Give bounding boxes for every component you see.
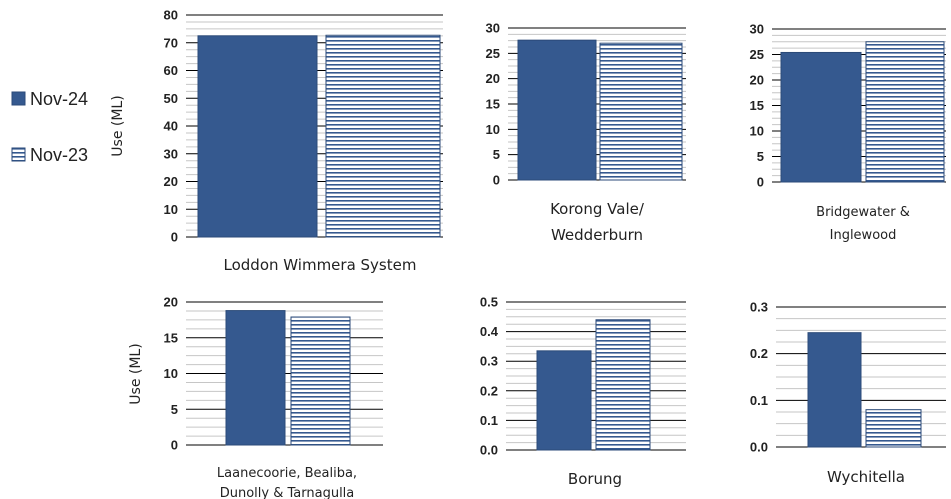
category-label: Bridgewater &	[816, 205, 910, 220]
y-tick-label: 80	[164, 8, 178, 23]
category-label: Korong Vale/	[550, 200, 645, 218]
category-label: Wedderburn	[551, 226, 643, 244]
y-tick-label: 0.1	[750, 393, 768, 408]
legend-item: Nov-23	[11, 145, 88, 165]
y-tick-label: 0.2	[750, 346, 768, 361]
y-tick-label: 10	[164, 202, 178, 217]
bar-nov-23	[865, 41, 945, 183]
legend-label: Nov-24	[30, 89, 88, 109]
y-tick-label: 20	[750, 73, 764, 88]
bar-nov-24	[197, 35, 318, 238]
bar-nov-23	[865, 409, 922, 448]
y-tick-label: 0	[493, 173, 500, 188]
chart-panel-4: 0 5 10 15 20 Laanecoorie, Bealiba, Dunolly & T…	[128, 295, 383, 499]
category-label: Laanecoorie, Bealiba,	[217, 466, 357, 481]
y-tick-label: 10	[486, 122, 500, 137]
y-tick-label: 50	[164, 91, 178, 106]
y-axis-label: Use (ML)	[110, 95, 126, 156]
y-tick-label: 0.5	[480, 295, 498, 310]
y-tick-label: 5	[757, 149, 764, 164]
chart-panel-3: 0 5 10 15 20 25 30 Bridgewater & Inglewood	[750, 22, 946, 243]
y-tick-label: 30	[750, 22, 764, 37]
y-tick-label: 60	[164, 63, 178, 78]
legend-swatch-solid	[11, 91, 26, 106]
y-tick-label: 30	[486, 21, 500, 36]
y-tick-label: 10	[164, 366, 178, 381]
y-tick-label: 0.3	[480, 354, 498, 369]
legend-swatch-striped	[11, 147, 26, 162]
category-label: Inglewood	[830, 228, 897, 243]
y-tick-label: 25	[486, 46, 500, 61]
category-label: Wychitella	[827, 468, 905, 486]
category-label: Loddon Wimmera System	[224, 256, 417, 274]
y-tick-label: 40	[164, 119, 178, 134]
bar-nov-23	[290, 316, 351, 446]
legend: Nov-24 Nov-23	[11, 89, 88, 165]
y-tick-label: 0.0	[750, 440, 768, 455]
bar-nov-23	[595, 319, 651, 451]
legend-item: Nov-24	[11, 89, 88, 109]
bar-nov-23	[599, 42, 683, 181]
chart-panel-1: 0 10 20 30 40 50 60 70 80 Loddon Wimmera System Us…	[110, 8, 443, 274]
chart-panel-6: 0.0 0.1 0.2 0.3 Wychitella	[750, 300, 946, 486]
y-tick-label: 30	[164, 146, 178, 161]
bar-nov-24	[536, 350, 592, 451]
bar-nov-24	[780, 51, 862, 183]
category-label: Dunolly & Tarnagulla	[220, 486, 355, 499]
y-tick-label: 15	[164, 330, 178, 345]
y-tick-label: 20	[486, 71, 500, 86]
y-tick-label: 15	[750, 98, 764, 113]
chart-panel-5: 0.0 0.1 0.2 0.3 0.4 0.5 Borung	[480, 295, 686, 488]
y-tick-label: 5	[171, 402, 178, 417]
y-tick-label: 0.1	[480, 413, 498, 428]
bar-nov-24	[517, 39, 597, 181]
category-label: Borung	[568, 470, 622, 488]
y-tick-label: 70	[164, 35, 178, 50]
y-tick-label: 25	[750, 47, 764, 62]
y-tick-label: 0.4	[480, 324, 499, 339]
y-tick-label: 0.2	[480, 383, 498, 398]
y-tick-label: 0.0	[480, 443, 498, 458]
bar-nov-23	[325, 34, 441, 238]
y-tick-label: 0.3	[750, 300, 768, 315]
y-tick-label: 20	[164, 174, 178, 189]
y-tick-label: 0	[757, 175, 764, 190]
y-tick-label: 0	[171, 230, 178, 245]
y-tick-label: 10	[750, 124, 764, 139]
bar-nov-24	[807, 332, 862, 448]
bar-nov-24	[225, 310, 286, 446]
y-axis-label: Use (ML)	[128, 343, 144, 404]
chart-panel-2: 0 5 10 15 20 25 30 Korong Vale/Wedderburn	[486, 21, 686, 244]
y-tick-label: 5	[493, 147, 500, 162]
y-tick-label: 20	[164, 295, 178, 310]
y-tick-label: 0	[171, 438, 178, 453]
y-tick-label: 15	[486, 97, 500, 112]
legend-label: Nov-23	[30, 145, 88, 165]
